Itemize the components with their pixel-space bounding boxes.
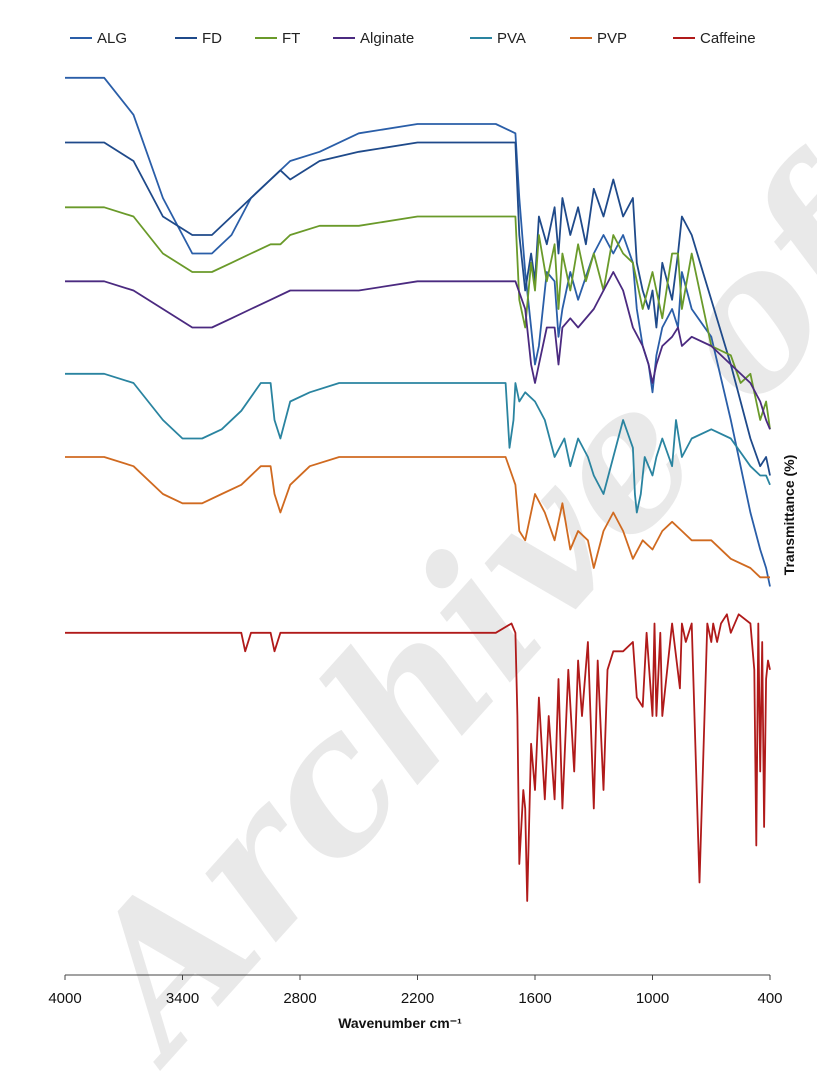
watermark: Archive of SID: [28, 0, 817, 1072]
series-line-ft: [65, 206, 771, 430]
legend-label-fd: FD: [202, 30, 222, 47]
legend-label-alginate: Alginate: [360, 30, 414, 47]
series-line-alginate: [65, 271, 771, 430]
x-tick-label: 400: [757, 990, 782, 1007]
x-tick-label: 4000: [48, 990, 81, 1007]
legend-label-alg: ALG: [97, 30, 127, 47]
x-tick-label: 1600: [518, 990, 551, 1007]
series-line-pva: [65, 372, 771, 514]
y-axis-title: Transmittance (%): [781, 455, 797, 576]
x-tick-label: 2800: [283, 990, 316, 1007]
series-line-caffeine: [65, 613, 771, 902]
plot-series: [65, 76, 771, 902]
series-line-pvp: [65, 456, 770, 579]
legend-label-pvp: PVP: [597, 30, 627, 47]
x-tick-label: 3400: [166, 990, 199, 1007]
series-line-fd: [65, 141, 771, 476]
legend: ALG FD FT Alginate PVA PVP Caffeine: [70, 30, 756, 47]
legend-label-ft: FT: [282, 30, 300, 47]
legend-label-pva: PVA: [497, 30, 526, 47]
x-axis-title: Wavenumber cm⁻¹: [338, 1015, 462, 1031]
legend-label-caffeine: Caffeine: [700, 30, 756, 47]
x-tick-label: 2200: [401, 990, 434, 1007]
x-tick-label: 1000: [636, 990, 669, 1007]
x-ticks: 4000 3400 2800 2200 1600 1000 400: [48, 975, 783, 1007]
watermark-text: Archive of SID: [28, 0, 817, 1072]
